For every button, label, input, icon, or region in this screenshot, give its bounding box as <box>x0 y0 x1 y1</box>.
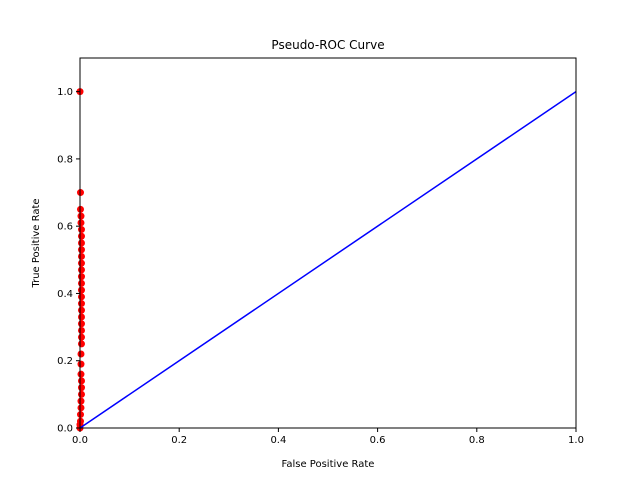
x-tick-label: 0.2 <box>171 435 187 446</box>
roc-point <box>77 397 85 405</box>
y-axis-label: True Positive Rate <box>31 198 42 288</box>
roc-point <box>77 212 85 220</box>
y-tick-label: 0.6 <box>57 222 73 233</box>
roc-point <box>77 404 85 412</box>
x-axis-label: False Positive Rate <box>282 459 375 470</box>
roc-point <box>77 279 85 287</box>
x-tick-label: 0.0 <box>72 435 88 446</box>
roc-point <box>77 370 85 378</box>
roc-point <box>77 266 85 274</box>
roc-point <box>77 390 85 398</box>
roc-point <box>77 384 85 392</box>
roc-point <box>77 239 85 247</box>
x-axis: 0.0 0.2 0.4 0.6 0.8 1.0 <box>72 428 584 446</box>
y-tick-label: 0.2 <box>57 356 73 367</box>
y-tick-label: 0.4 <box>57 289 73 300</box>
y-tick-label: 1.0 <box>57 87 73 98</box>
chart-title: Pseudo-ROC Curve <box>271 38 384 52</box>
roc-point <box>77 306 85 314</box>
roc-point <box>77 340 85 348</box>
diagonal-line <box>79 91 577 429</box>
roc-point <box>77 320 85 328</box>
roc-point <box>77 300 85 308</box>
roc-point <box>77 360 85 368</box>
roc-point <box>77 326 85 334</box>
y-tick-label: 0.0 <box>57 424 73 435</box>
roc-point <box>77 293 85 301</box>
roc-point <box>77 333 85 341</box>
x-tick-label: 1.0 <box>568 435 584 446</box>
roc-point <box>77 246 85 254</box>
roc-point <box>77 219 85 227</box>
x-tick-label: 0.6 <box>370 435 386 446</box>
y-tick-label: 0.8 <box>57 154 73 165</box>
roc-point <box>77 350 85 358</box>
roc-point <box>77 259 85 267</box>
roc-point <box>77 252 85 260</box>
roc-point <box>77 226 85 234</box>
x-tick-label: 0.8 <box>469 435 485 446</box>
roc-point <box>77 377 85 385</box>
y-axis: 0.0 0.2 0.4 0.6 0.8 1.0 <box>57 87 80 435</box>
roc-point <box>77 273 85 281</box>
roc-point <box>77 232 85 240</box>
axes-frame <box>79 57 577 429</box>
x-tick-label: 0.4 <box>270 435 286 446</box>
roc-point <box>77 286 85 294</box>
roc-point <box>77 313 85 321</box>
